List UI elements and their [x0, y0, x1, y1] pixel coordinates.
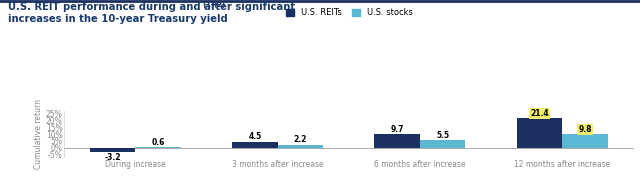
Bar	[232, 142, 278, 148]
Y-axis label: Cumulative return: Cumulative return	[34, 99, 43, 169]
Text: 4.5: 4.5	[248, 132, 262, 141]
Text: 5.5: 5.5	[436, 131, 449, 140]
Text: (1)(2): (1)(2)	[8, 2, 225, 8]
Text: 9.7: 9.7	[390, 125, 404, 134]
Bar	[278, 145, 323, 148]
Text: 2.2: 2.2	[294, 135, 307, 144]
Text: 9.8: 9.8	[578, 125, 592, 134]
Legend: U.S. REITs, U.S. stocks: U.S. REITs, U.S. stocks	[286, 8, 413, 17]
Bar	[420, 140, 465, 148]
Bar	[136, 147, 181, 148]
Text: 21.4: 21.4	[530, 109, 548, 118]
Bar	[374, 134, 420, 148]
Bar	[516, 118, 562, 148]
Bar	[90, 148, 136, 152]
Text: U.S. REIT performance during and after significant
increases in the 10-year Trea: U.S. REIT performance during and after s…	[8, 2, 295, 24]
Bar	[562, 134, 608, 148]
Text: 0.6: 0.6	[152, 138, 165, 146]
Text: -3.2: -3.2	[104, 153, 121, 162]
